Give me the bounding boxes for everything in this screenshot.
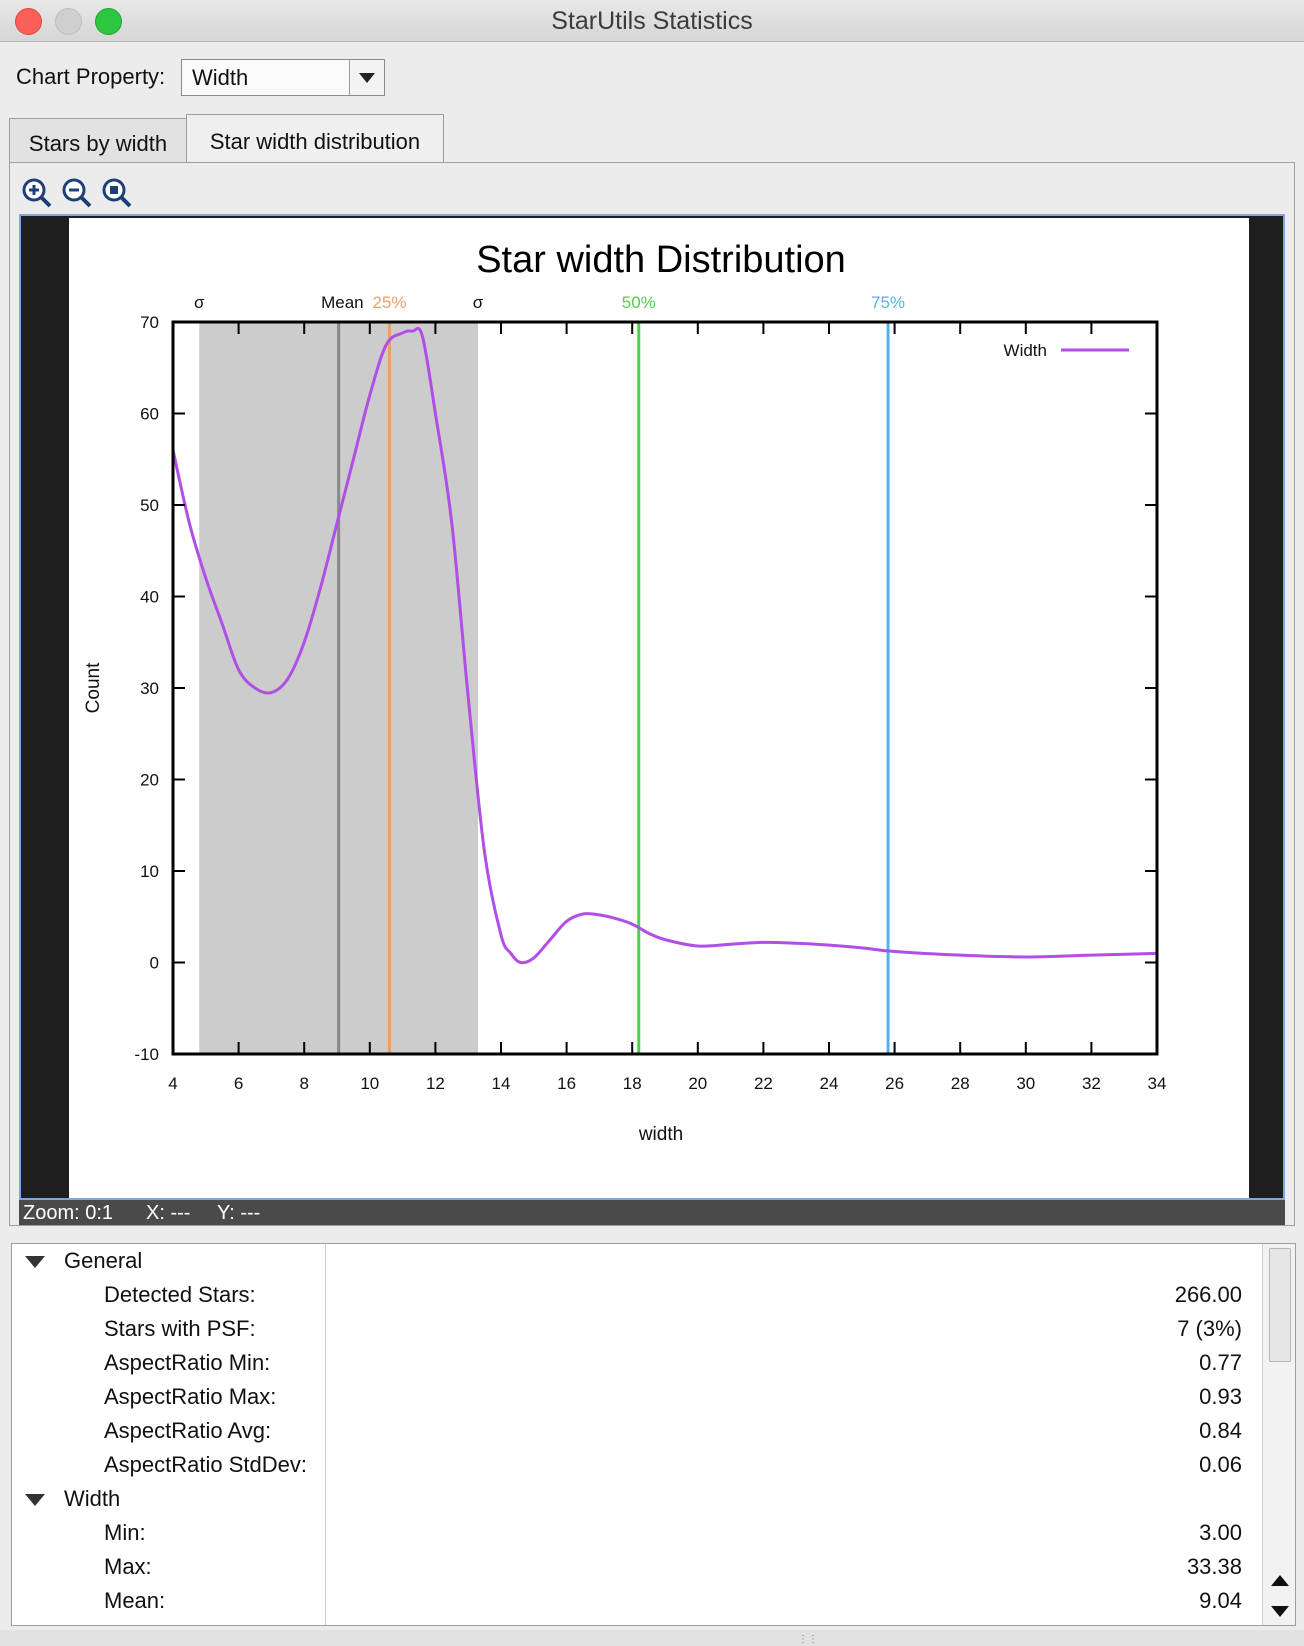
zoom-reset-icon[interactable] <box>101 177 133 209</box>
x-tick-label: 34 <box>1148 1074 1167 1093</box>
chart-title: Star width Distribution <box>476 239 846 281</box>
statistics-tree[interactable]: General Detected Stars: 266.00 Stars wit… <box>11 1243 1296 1626</box>
vertical-scrollbar[interactable] <box>1262 1244 1295 1625</box>
chevron-down-icon[interactable] <box>349 60 384 95</box>
stat-value: 0.06 <box>1199 1452 1242 1477</box>
scroll-down-icon[interactable] <box>1271 1606 1289 1617</box>
y-readout: Y: --- <box>217 1202 261 1224</box>
x-tick-label: 16 <box>557 1074 576 1093</box>
column-divider[interactable] <box>325 1244 326 1625</box>
y-tick-label: 0 <box>150 954 159 973</box>
tab-stars-by-width[interactable]: Stars by width <box>9 118 187 162</box>
x-tick-label: 24 <box>820 1074 839 1093</box>
chart-status-bar: Zoom: 0:1 X: --- Y: --- <box>19 1200 1285 1225</box>
tree-group-general[interactable]: General <box>12 1244 1262 1278</box>
x-tick-label: 14 <box>492 1074 511 1093</box>
disclosure-triangle-icon[interactable] <box>25 1256 45 1268</box>
x-tick-label: 30 <box>1016 1074 1035 1093</box>
chart-property-select[interactable]: Width <box>181 59 385 96</box>
stat-value: 9.04 <box>1199 1588 1242 1613</box>
x-readout: X: --- <box>146 1202 191 1224</box>
stat-value: 266.00 <box>1174 1282 1242 1307</box>
marker-label: 75% <box>871 293 905 312</box>
stat-label: Detected Stars: <box>104 1282 256 1307</box>
stat-value: 0.93 <box>1199 1384 1242 1409</box>
disclosure-triangle-icon[interactable] <box>25 1494 45 1506</box>
tree-group-width[interactable]: Width <box>12 1482 1262 1516</box>
series-line-width <box>171 326 1158 965</box>
title-bar: StarUtils Statistics <box>0 0 1304 42</box>
marker-label: σ <box>473 293 484 312</box>
stat-value: 0.84 <box>1199 1418 1242 1443</box>
x-tick-label: 8 <box>299 1074 308 1093</box>
y-tick-label: -10 <box>134 1045 159 1064</box>
chart-viewport[interactable]: σ Mean 25% σ 50% 75% 4 6 8 10 12 14 16 18 20 22 24 26 28 3… <box>19 214 1285 1200</box>
marker-label: 50% <box>622 293 656 312</box>
marker-label: σ <box>194 293 205 312</box>
zoom-window-button[interactable] <box>95 8 122 35</box>
tab-star-width-distribution[interactable]: Star width distribution <box>186 114 444 162</box>
tree-row[interactable]: AspectRatio Max: 0.93 <box>12 1380 1262 1414</box>
stat-label: AspectRatio Avg: <box>104 1418 272 1443</box>
x-tick-label: 32 <box>1082 1074 1101 1093</box>
zoom-readout: Zoom: 0:1 <box>23 1202 114 1224</box>
window-title: StarUtils Statistics <box>551 7 753 35</box>
stat-value: 33.38 <box>1186 1554 1242 1579</box>
y-tick-label: 10 <box>140 862 159 881</box>
stat-label: Max: <box>104 1554 152 1579</box>
tree-row[interactable]: Detected Stars: 266.00 <box>12 1278 1262 1312</box>
stat-value: 7 (3%) <box>1177 1316 1242 1341</box>
y-axis-label: Count <box>83 662 104 713</box>
marker-label: 25% <box>372 293 406 312</box>
stat-value: 3.00 <box>1199 1520 1242 1545</box>
y-tick-label: 60 <box>140 405 159 424</box>
stat-label: AspectRatio Max: <box>104 1384 277 1409</box>
x-tick-label: 6 <box>234 1074 243 1093</box>
x-axis-label: width <box>638 1124 683 1145</box>
y-tick-label: 30 <box>140 679 159 698</box>
tree-row[interactable]: AspectRatio StdDev: 0.06 <box>12 1448 1262 1482</box>
scrollbar-thumb[interactable] <box>1269 1248 1291 1362</box>
x-tick-label: 4 <box>168 1074 177 1093</box>
chart-property-value: Width <box>192 65 249 90</box>
zoom-in-icon[interactable] <box>21 177 53 209</box>
x-tick-label: 26 <box>885 1074 904 1093</box>
width-distribution-chart: σ Mean 25% σ 50% 75% 4 6 8 10 12 14 16 18 20 22 24 26 28 3… <box>83 239 1167 1145</box>
tree-row[interactable]: Stars with PSF: 7 (3%) <box>12 1312 1262 1346</box>
y-tick-label: 20 <box>140 771 159 790</box>
stat-label: Mean: <box>104 1588 166 1613</box>
x-tick-label: 20 <box>688 1074 707 1093</box>
y-tick-label: 70 <box>140 313 159 332</box>
x-tick-label: 12 <box>426 1074 445 1093</box>
tree-row[interactable]: Mean: 9.04 <box>12 1584 1262 1618</box>
zoom-out-icon[interactable] <box>61 177 93 209</box>
legend-label: Width <box>1004 341 1047 360</box>
resize-grip-icon[interactable]: ⋮⋮ <box>798 1634 818 1645</box>
stat-value: 0.77 <box>1199 1350 1242 1375</box>
tree-row[interactable]: Min: 3.00 <box>12 1516 1262 1550</box>
y-tick-label: 50 <box>140 496 159 515</box>
window-bottom-edge <box>0 1630 1304 1646</box>
group-label: General <box>64 1248 143 1273</box>
close-window-button[interactable] <box>15 8 42 35</box>
chart-canvas: σ Mean 25% σ 50% 75% 4 6 8 10 12 14 16 18 20 22 24 26 28 3… <box>69 218 1249 1198</box>
stat-label: AspectRatio Min: <box>104 1350 271 1375</box>
group-label: Width <box>64 1486 121 1511</box>
x-tick-label: 10 <box>360 1074 379 1093</box>
stat-label: AspectRatio StdDev: <box>104 1452 307 1477</box>
minimize-window-button[interactable] <box>55 8 82 35</box>
stat-label: Min: <box>104 1520 146 1545</box>
y-tick-label: 40 <box>140 588 159 607</box>
tree-row[interactable]: Max: 33.38 <box>12 1550 1262 1584</box>
tree-row[interactable]: AspectRatio Avg: 0.84 <box>12 1414 1262 1448</box>
x-tick-label: 22 <box>754 1074 773 1093</box>
stat-label: Stars with PSF: <box>104 1316 256 1341</box>
scroll-up-icon[interactable] <box>1271 1575 1289 1586</box>
chart-property-label: Chart Property: <box>16 64 166 89</box>
marker-label: Mean <box>321 293 364 312</box>
x-tick-label: 18 <box>623 1074 642 1093</box>
x-tick-label: 28 <box>951 1074 970 1093</box>
tree-row[interactable]: AspectRatio Min: 0.77 <box>12 1346 1262 1380</box>
